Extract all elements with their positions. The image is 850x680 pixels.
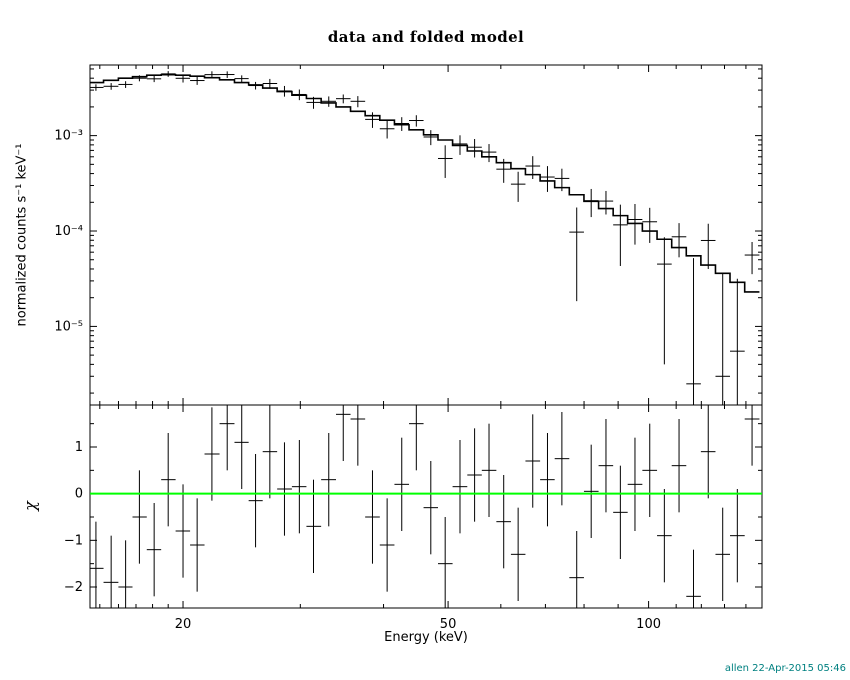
residual-data-points	[90, 405, 760, 608]
x-tick-label: 100	[636, 617, 661, 632]
x-axis-label: Energy (keV)	[384, 630, 468, 645]
axis-ticks	[90, 65, 762, 608]
spectrum-data-points	[90, 71, 760, 405]
chi-y-tick-label: 1	[75, 440, 83, 455]
chi-y-tick-label: 0	[75, 487, 83, 502]
spectrum-y-tick-label: 10⁻⁵	[54, 319, 83, 334]
spectrum-y-tick-label: 10⁻³	[54, 129, 83, 144]
plot-title: data and folded model	[327, 28, 525, 46]
timestamp-footer: allen 22-Apr-2015 05:46	[724, 663, 846, 674]
chi-y-tick-label: −2	[64, 580, 83, 595]
model-histogram	[90, 73, 760, 293]
axis-frame	[89, 64, 763, 609]
x-tick-label: 50	[440, 617, 457, 632]
spectrum-y-tick-label: 10⁻⁴	[54, 224, 83, 239]
x-tick-label: 20	[175, 617, 192, 632]
tick-labels: 20 50 100 10⁻³ 10⁻⁴ 10⁻⁵ −2 −1 0 1	[54, 129, 661, 632]
chi-y-tick-label: −1	[64, 533, 83, 548]
